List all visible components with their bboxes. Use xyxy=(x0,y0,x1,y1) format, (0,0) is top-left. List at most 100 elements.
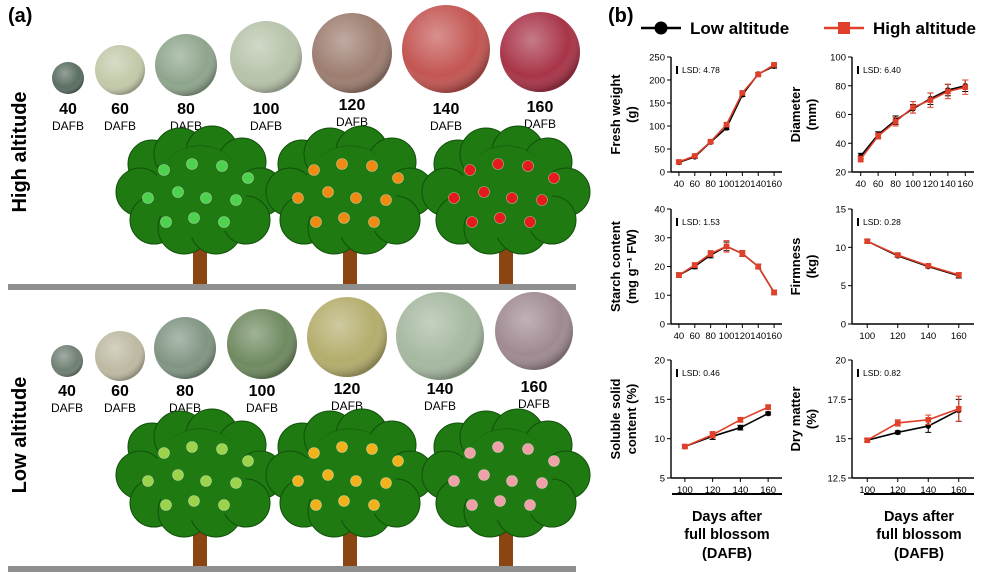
x-tick-label: 140 xyxy=(750,331,766,342)
data-point-high xyxy=(962,84,969,90)
y-axis-label: (%) xyxy=(804,409,819,429)
lsd-label: LSD: 0.28 xyxy=(863,217,901,227)
y-axis-label: Diameter xyxy=(788,87,803,143)
y-tick-label: 15 xyxy=(835,434,846,445)
y-tick-label: 5 xyxy=(841,281,846,292)
low-tree-1-tree-fruit xyxy=(200,475,212,487)
series-line-high xyxy=(684,406,769,448)
low-fruit-unit-140: DAFB xyxy=(424,399,456,413)
x-title-left-line1: Days after xyxy=(692,509,762,525)
series-line-low xyxy=(860,84,966,157)
high-tree-2-tree-fruit xyxy=(322,186,334,198)
low-tree-3-tree-fruit xyxy=(464,447,476,459)
low-tree-3-tree-fruit xyxy=(448,475,460,487)
high-fruit-day-140: 140 xyxy=(433,101,460,118)
high-fruit-shade-160 xyxy=(500,12,580,92)
y-tick-label: 100 xyxy=(830,53,846,64)
data-point-high xyxy=(691,262,698,268)
high-tree-1-tree-fruit xyxy=(172,186,184,198)
lsd-label: LSD: 4.78 xyxy=(682,65,720,75)
high-tree-1-tree-fruit xyxy=(216,160,228,172)
data-point-high xyxy=(737,416,744,423)
low-fruit-day-100: 100 xyxy=(249,383,276,400)
low-tree-2-tree-fruit xyxy=(380,477,392,489)
low-fruit-day-140: 140 xyxy=(427,381,454,398)
x-tick-label: 120 xyxy=(890,485,906,496)
y-tick-label: 10 xyxy=(654,434,665,445)
data-point-high xyxy=(676,159,682,165)
high-tree-3-tree-fruit xyxy=(548,172,560,184)
low-tree-3-tree-fruit xyxy=(494,495,506,507)
high-tree-2-tree-fruit xyxy=(308,164,320,176)
y-tick-label: 80 xyxy=(835,81,846,92)
legend: Low altitude High altitude xyxy=(641,19,976,38)
high-fruit-shade-80 xyxy=(155,34,217,96)
y-tick-label: 0 xyxy=(841,320,846,331)
x-tick-label: 100 xyxy=(719,331,735,342)
series-line-low xyxy=(867,409,960,442)
y-tick-label: 5 xyxy=(660,474,665,485)
high-tree-3-tree-fruit xyxy=(466,216,478,228)
y-tick-label: 40 xyxy=(835,139,846,150)
high-tree-2-tree-fruit xyxy=(338,212,350,224)
data-point-high xyxy=(723,121,730,128)
high-tree-3-tree-fruit xyxy=(524,216,536,228)
y-axis-label: Fresh weight xyxy=(608,74,623,155)
y-axis-label: (g) xyxy=(624,106,639,123)
data-point-high xyxy=(691,153,698,159)
y-tick-label: 150 xyxy=(649,99,665,110)
x-tick-label: 120 xyxy=(890,331,906,342)
x-tick-label: 80 xyxy=(890,179,901,190)
high-fruit-day-160: 160 xyxy=(527,99,554,116)
y-tick-label: 10 xyxy=(654,291,665,302)
x-tick-label: 140 xyxy=(750,179,766,190)
ground-line-high xyxy=(8,284,576,290)
low-tree-1-tree-fruit xyxy=(172,469,184,481)
high-fruit-unit-160: DAFB xyxy=(524,117,556,131)
data-point-high xyxy=(945,88,951,95)
low-fruit-day-160: 160 xyxy=(521,379,548,396)
data-point-high xyxy=(771,289,777,296)
low-tree-2-tree-fruit xyxy=(336,441,348,453)
high-tree-1-tree-fruit xyxy=(188,212,200,224)
chart-6: 12.5 15 17.5 20 100 120 140 160 Dry matter (%) LSD… xyxy=(788,356,974,496)
high-fruit-day-120: 120 xyxy=(339,97,366,114)
data-point-high xyxy=(910,104,916,111)
high-tree-3-tree-fruit xyxy=(522,160,534,172)
low-tree-1-tree-fruit xyxy=(158,447,170,459)
low-tree-3-tree-fruit xyxy=(548,455,560,467)
high-tree-2-tree-fruit xyxy=(350,192,362,204)
low-fruit-day-80: 80 xyxy=(176,383,194,400)
high-tree-1-tree-fruit xyxy=(200,192,212,204)
x-title-right-line3: (DAFB) xyxy=(894,546,944,562)
high-tree-2-tree-fruit xyxy=(380,194,392,206)
high-fruit-unit-60: DAFB xyxy=(104,119,136,133)
y-tick-label: 60 xyxy=(835,110,846,121)
low-altitude-trees xyxy=(115,408,591,566)
low-tree-1-tree-fruit xyxy=(216,443,228,455)
low-fruit-shade-60 xyxy=(95,331,145,381)
y-tick-label: 20 xyxy=(654,262,665,273)
data-point-high xyxy=(771,62,777,68)
legend-high-marker xyxy=(838,22,850,34)
high-tree-1-tree-fruit xyxy=(186,158,198,170)
low-tree-1-tree-fruit xyxy=(142,475,154,487)
data-point-high xyxy=(894,420,901,426)
low-fruit-shade-120 xyxy=(307,297,387,377)
data-point-high xyxy=(755,71,762,78)
x-tick-label: 160 xyxy=(951,485,967,496)
low-fruit-shade-160 xyxy=(495,292,573,370)
x-tick-label: 140 xyxy=(920,485,936,496)
high-fruit-day-60: 60 xyxy=(111,101,129,118)
high-tree-1-tree-fruit xyxy=(142,192,154,204)
series-line-high xyxy=(866,240,959,276)
high-fruit-day-100: 100 xyxy=(253,101,280,118)
high-fruit-day-80: 80 xyxy=(177,101,195,118)
high-tree-3-tree-fruit xyxy=(464,164,476,176)
series-line-high xyxy=(678,64,775,163)
data-point-high xyxy=(857,156,864,162)
